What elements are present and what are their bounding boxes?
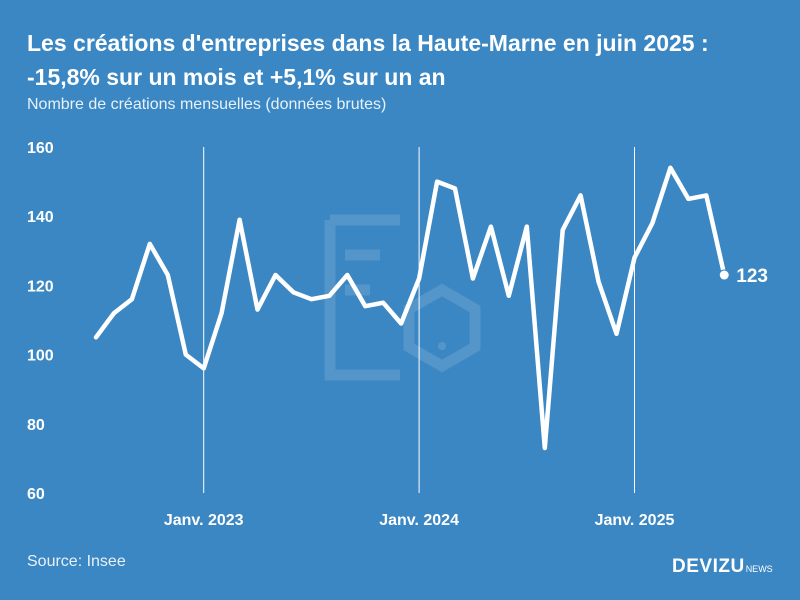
x-tick-label: Janv. 2023: [164, 512, 244, 529]
x-tick-label: Janv. 2025: [595, 512, 675, 529]
brand-logo: DEVIZUNEWS: [672, 556, 773, 578]
year-markers: Janv. 2023 Janv. 2024 Janv. 2025: [164, 147, 675, 529]
series-group: 123: [93, 165, 768, 451]
chart-title: Les créations d'entreprises dans la Haut…: [27, 30, 709, 90]
brand-suffix: NEWS: [745, 564, 773, 574]
y-tick-label: 140: [27, 209, 54, 226]
y-tick-label: 100: [27, 348, 54, 365]
brand-name: DEVIZU: [672, 556, 745, 577]
y-tick-label: 60: [27, 486, 45, 503]
series-line: [93, 165, 727, 451]
end-value-label: 123: [736, 266, 768, 287]
y-axis: 60 80 100 120 140 160: [27, 140, 54, 503]
y-tick-label: 160: [27, 140, 54, 157]
watermark-logo: [324, 214, 481, 381]
y-tick-label: 80: [27, 417, 45, 434]
chart-subtitle: Nombre de créations mensuelles (données …: [27, 96, 387, 113]
source-note: Source: Insee: [27, 553, 126, 570]
y-tick-label: 120: [27, 278, 54, 295]
end-point-marker: [718, 269, 730, 281]
x-tick-label: Janv. 2024: [379, 512, 459, 529]
